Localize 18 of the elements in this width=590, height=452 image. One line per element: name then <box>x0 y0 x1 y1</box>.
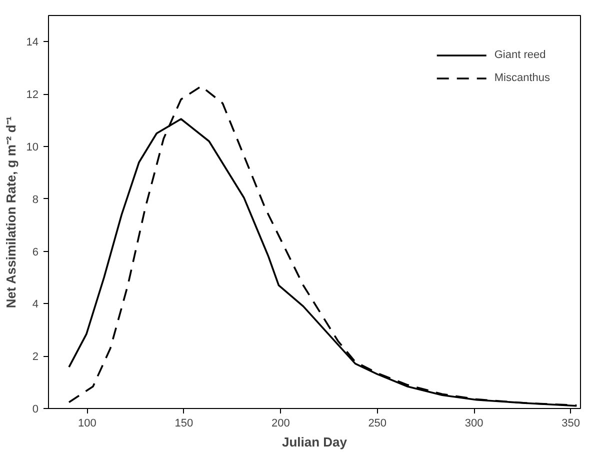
x-tick-label: 350 <box>562 418 580 430</box>
x-tick-label: 200 <box>271 418 290 430</box>
y-tick-label: 6 <box>32 246 39 258</box>
y-tick-label: 2 <box>32 351 39 364</box>
x-tick-label: 250 <box>368 418 387 430</box>
x-axis-title: Julian Day <box>282 434 348 450</box>
y-tick-label: 4 <box>32 298 39 311</box>
x-tick-label: 100 <box>78 418 96 430</box>
legend-label: Miscanthus <box>494 72 550 84</box>
x-tick-label: 300 <box>464 418 484 430</box>
y-axis-title: Net Assimilation Rate, g m⁻² d⁻¹ <box>3 116 18 308</box>
y-tick-label: 8 <box>32 194 39 206</box>
y-tick-label: 0 <box>32 404 39 416</box>
y-tick-label: 10 <box>26 142 39 154</box>
legend-label: Giant reed <box>494 49 546 61</box>
y-tick-label: 14 <box>26 36 39 49</box>
x-tick-label: 150 <box>174 418 194 430</box>
y-tick-label: 12 <box>26 89 39 102</box>
